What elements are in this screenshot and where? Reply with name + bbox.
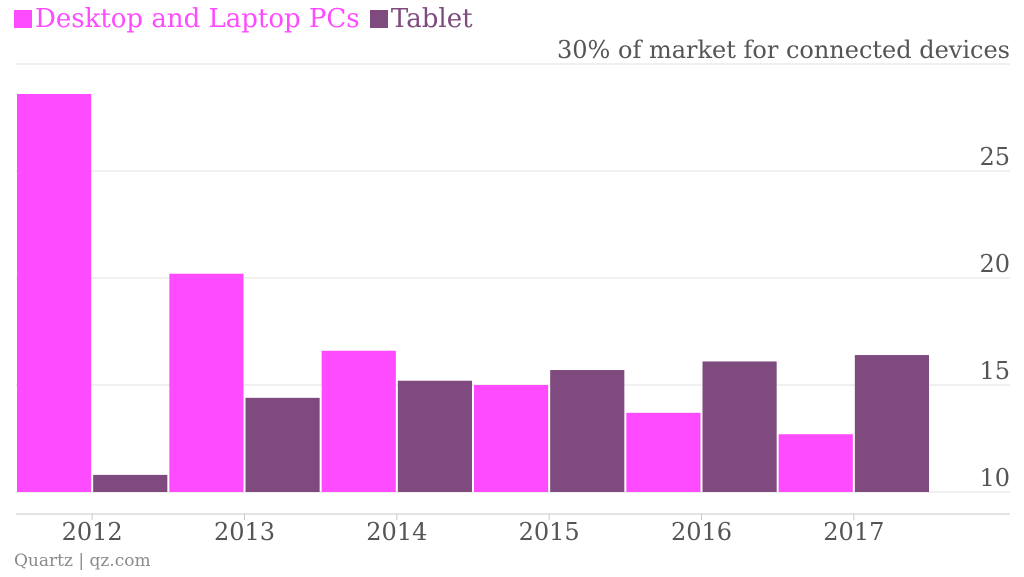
bar-tablet-2013	[245, 397, 320, 492]
legend-label-tablet: Tablet	[390, 4, 473, 34]
bar-pcs-2015	[474, 385, 549, 492]
bar-pcs-2016	[626, 412, 701, 492]
source-credit: Quartz | qz.com	[14, 551, 151, 571]
bar-tablet-2015	[550, 370, 625, 492]
y-tick-labels: 10 15 20 25	[979, 143, 1010, 492]
bar-pcs-2012	[17, 93, 92, 493]
bars	[17, 93, 929, 493]
x-tick-label-2017: 2017	[823, 518, 884, 546]
x-tick-labels: 2012 2013 2014 2015 2016 2017	[62, 514, 884, 546]
bar-pcs-2014	[321, 350, 396, 492]
legend-item-tablet: Tablet	[369, 4, 473, 34]
y-tick-label-20: 20	[979, 250, 1010, 278]
x-tick-label-2012: 2012	[62, 518, 123, 546]
legend-swatch-pcs	[14, 10, 32, 28]
chart-title: 30% of market for connected devices	[557, 36, 1010, 64]
x-tick-label-2013: 2013	[214, 518, 275, 546]
bar-tablet-2014	[397, 380, 472, 492]
y-tick-label-15: 15	[979, 357, 1010, 385]
legend-item-pcs: Desktop and Laptop PCs	[14, 4, 360, 34]
bar-pcs-2013	[169, 273, 244, 492]
bar-tablet-2016	[702, 361, 777, 492]
y-tick-label-25: 25	[979, 143, 1010, 171]
bar-pcs-2017	[778, 434, 853, 492]
legend-label-pcs: Desktop and Laptop PCs	[35, 4, 360, 34]
legend: Desktop and Laptop PCs Tablet	[14, 4, 475, 35]
bar-tablet-2012	[93, 474, 168, 492]
x-tick-label-2016: 2016	[671, 518, 732, 546]
y-tick-label-10: 10	[979, 464, 1010, 492]
legend-swatch-tablet	[369, 10, 388, 28]
x-tick-label-2014: 2014	[366, 518, 427, 546]
x-tick-label-2015: 2015	[519, 518, 580, 546]
bar-tablet-2017	[854, 355, 929, 492]
